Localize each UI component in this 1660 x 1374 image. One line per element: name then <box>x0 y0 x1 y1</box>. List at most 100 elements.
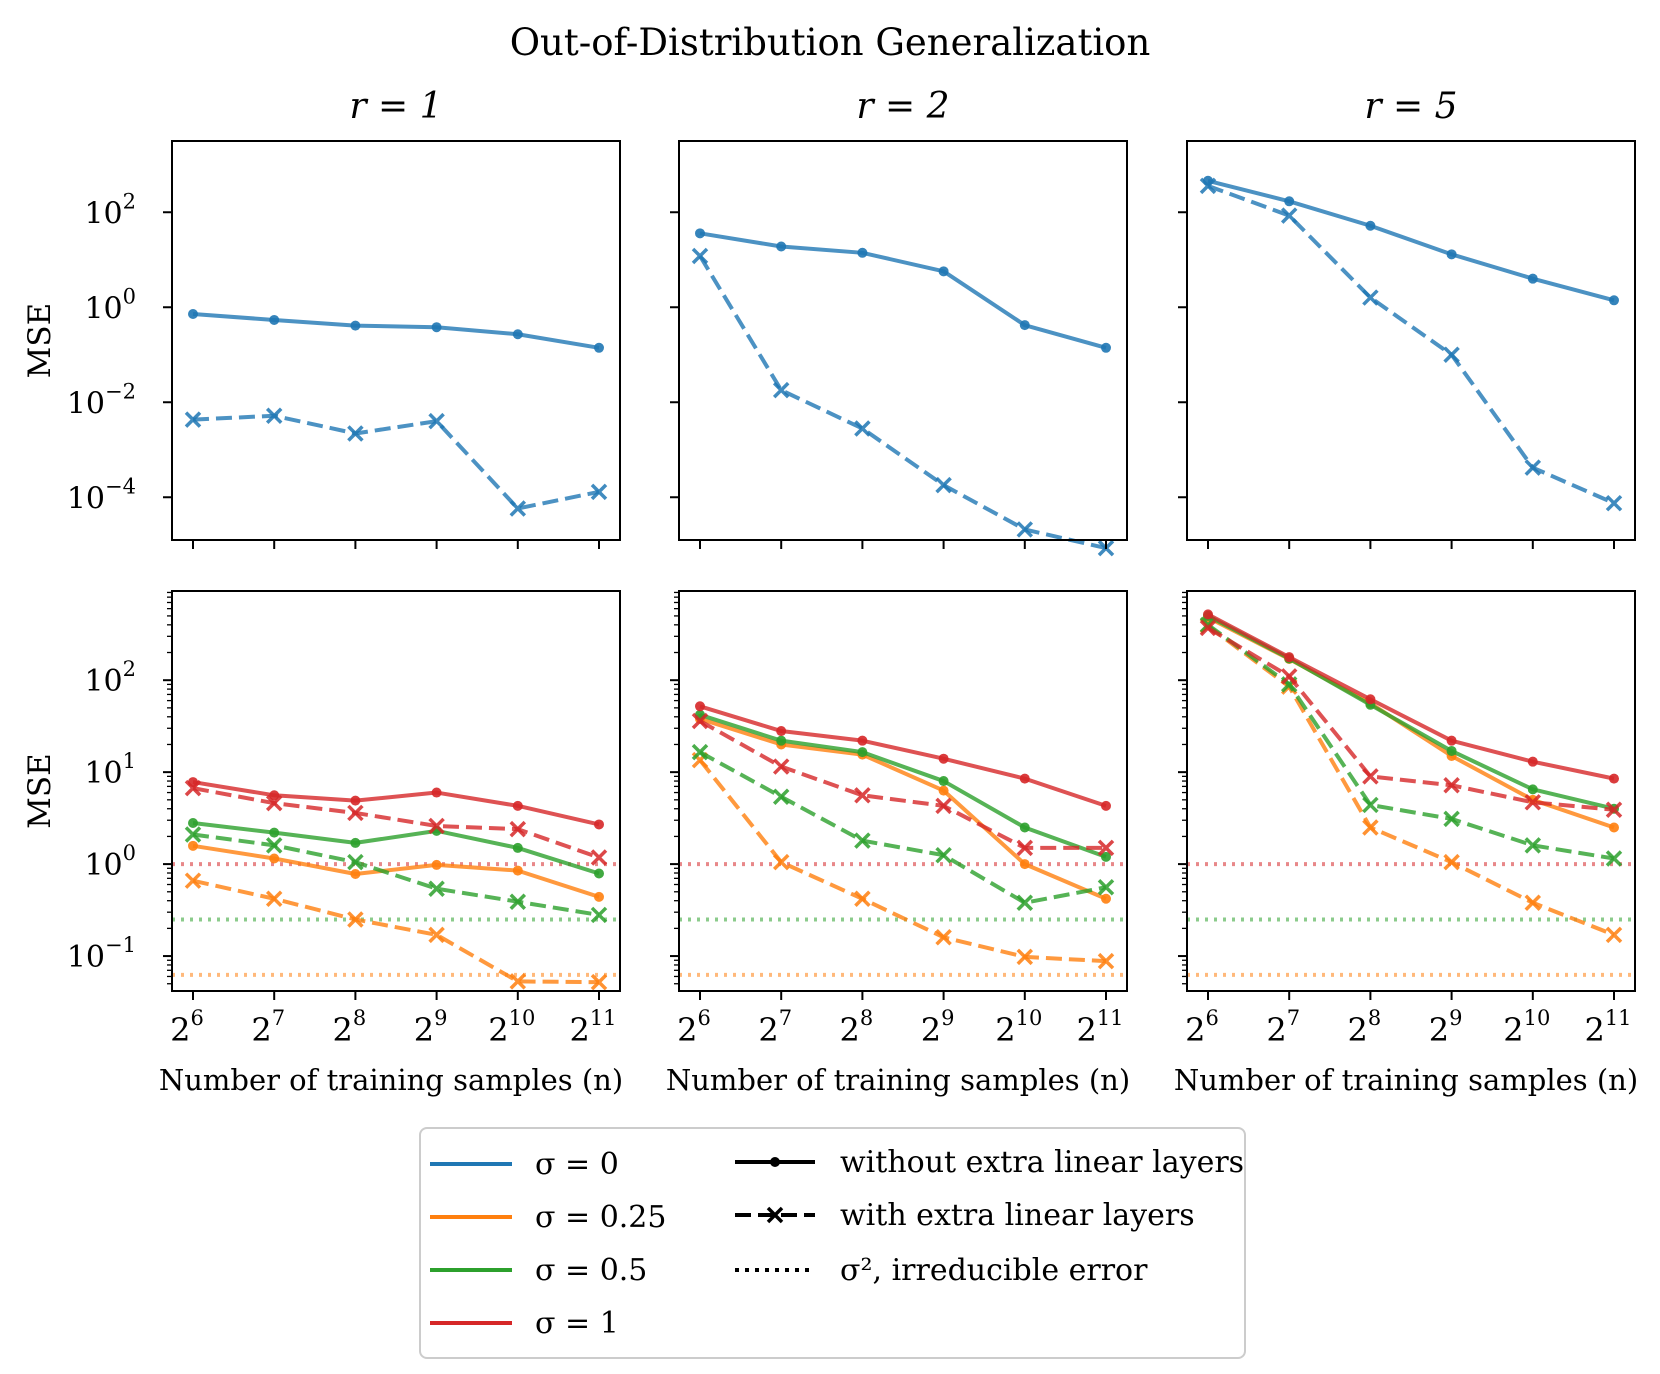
series-line <box>698 758 1107 964</box>
x-tick-label: 210 <box>488 1006 535 1049</box>
x-tick-label: 26 <box>677 1006 711 1049</box>
data-point-x <box>854 890 871 907</box>
x-tick-label: 210 <box>1503 1006 1550 1049</box>
data-point <box>594 819 604 830</box>
data-point <box>857 747 868 758</box>
data-point-x <box>1097 839 1115 857</box>
x-tick-label: 27 <box>1266 1006 1300 1049</box>
data-point-x <box>265 837 283 854</box>
data-point-x <box>428 412 445 430</box>
data-point-x <box>590 483 608 501</box>
data-point-x <box>1362 819 1379 836</box>
data-point-x <box>265 794 283 812</box>
series-line <box>192 820 600 876</box>
data-point-x <box>428 817 445 835</box>
data-point-x <box>1362 768 1379 785</box>
data-point-x <box>1199 619 1217 637</box>
data-point <box>776 735 787 746</box>
data-point <box>512 800 523 811</box>
data-point <box>776 241 787 252</box>
legend-label-sigma-0: σ = 0 <box>535 1147 619 1182</box>
data-point-x <box>428 880 445 897</box>
data-point-x <box>691 712 709 730</box>
data-point-x <box>935 476 952 494</box>
series-line <box>192 312 600 350</box>
legend-label-dotted: σ², irreducible error <box>840 1253 1148 1288</box>
axes-frame <box>678 590 1128 992</box>
data-point <box>938 785 949 796</box>
data-point-x <box>1605 494 1623 512</box>
x-tick-label: 26 <box>1185 1006 1219 1049</box>
subplot-title: r = 1 <box>349 86 442 127</box>
data-point-x <box>184 411 202 428</box>
data-point <box>188 817 198 828</box>
data-point <box>594 891 604 902</box>
x-tick-label: 28 <box>333 1006 367 1049</box>
data-point-x <box>1016 839 1034 857</box>
data-point-x <box>691 247 709 265</box>
data-point-x <box>428 926 445 944</box>
series-line <box>1206 623 1615 861</box>
data-point <box>512 865 523 876</box>
data-point <box>1101 893 1111 904</box>
data-point <box>188 840 198 851</box>
data-point <box>269 314 280 325</box>
legend-swatch-dashed <box>735 1206 815 1224</box>
x-tick-label: 27 <box>758 1006 792 1049</box>
data-point-x <box>1524 837 1542 854</box>
series-line <box>699 704 1107 808</box>
data-point <box>857 735 868 746</box>
x-tick-label: 26 <box>170 1006 204 1049</box>
data-point-x <box>347 853 364 871</box>
data-point-x <box>265 890 283 907</box>
data-point <box>776 726 787 737</box>
data-point <box>350 869 361 880</box>
data-point <box>938 266 949 277</box>
data-point-x <box>772 853 790 871</box>
x-tick-label: 27 <box>251 1006 285 1049</box>
y-tick-label: 100 <box>84 284 136 326</box>
data-point <box>431 787 442 798</box>
data-point-x <box>509 893 527 910</box>
y-tick-label: 102 <box>84 657 136 699</box>
data-point <box>1203 609 1213 620</box>
data-point <box>1101 851 1111 862</box>
series-line <box>1207 612 1615 781</box>
legend-label-dashed: with extra linear layers <box>840 1198 1195 1233</box>
series-line <box>1207 183 1615 506</box>
data-point <box>1019 822 1030 833</box>
subplot-bottom-1: 26 27 28 29 210 211 102 101 100 10−1 MSE Number of … <box>22 590 623 1097</box>
data-point <box>1284 652 1295 663</box>
x-tick-label: 211 <box>1076 1006 1123 1049</box>
subplot-top-2: r = 2 <box>670 86 1128 557</box>
data-point-x <box>772 788 790 805</box>
data-point <box>350 795 361 806</box>
data-point <box>1101 342 1111 353</box>
series-line <box>699 231 1107 350</box>
series-line <box>699 750 1107 905</box>
legend-label-sigma-05: σ = 0.5 <box>535 1253 647 1288</box>
y-tick-label: 10−2 <box>67 379 136 421</box>
data-point-x <box>590 849 608 866</box>
data-point <box>594 342 604 353</box>
axes-frame <box>171 140 621 541</box>
data-point <box>1609 822 1619 833</box>
data-point-x <box>772 381 790 399</box>
y-tick-label: 101 <box>84 749 136 791</box>
data-point-x <box>184 779 202 797</box>
data-point <box>188 309 198 320</box>
subplot-bottom-2: 26 27 28 29 210 211 Number of training samples… <box>666 590 1130 1097</box>
data-point-x <box>1016 894 1034 911</box>
data-point-x <box>347 425 364 442</box>
data-point <box>431 859 442 870</box>
data-point-x <box>1362 289 1379 306</box>
subplot-top-3: r = 5 <box>1178 86 1636 549</box>
x-tick-label: 29 <box>414 1006 448 1049</box>
data-point-x <box>1362 796 1379 814</box>
data-point <box>938 753 949 764</box>
x-tick-label: 210 <box>995 1006 1042 1049</box>
subplot-top-1: 102 100 10−2 10−4 r = 1 MSE <box>22 86 621 549</box>
figure-title: Out-of-Distribution Generalization <box>510 21 1151 64</box>
y-tick-label: 10−1 <box>67 933 136 975</box>
x-tick-label: 29 <box>921 1006 955 1049</box>
